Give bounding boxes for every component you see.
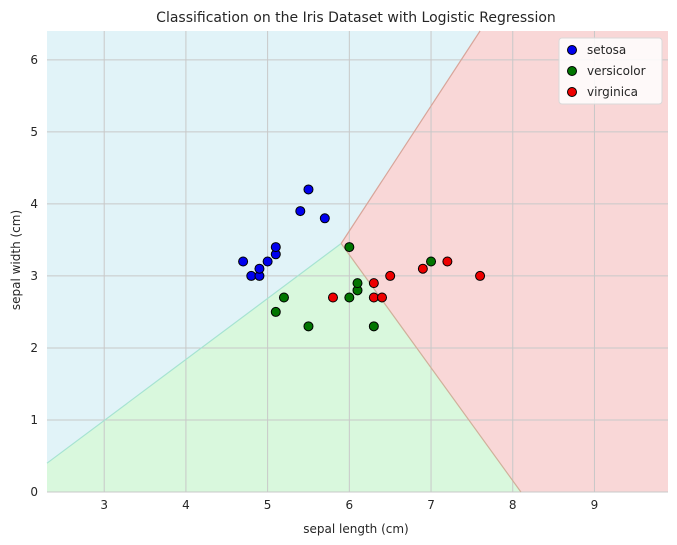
point-versicolor bbox=[278, 292, 289, 303]
x-tick-label: 8 bbox=[509, 498, 517, 512]
y-axis-label: sepal width (cm) bbox=[9, 210, 23, 310]
point-setosa bbox=[262, 256, 273, 267]
x-tick-label: 7 bbox=[427, 498, 435, 512]
decision-regions bbox=[47, 31, 668, 492]
boundary-setosa-versicolor bbox=[46, 243, 342, 464]
legend-label-virginica: virginica bbox=[587, 85, 638, 99]
point-virginica bbox=[385, 270, 396, 281]
point-virginica bbox=[442, 256, 453, 267]
boundary-setosa-virginica bbox=[340, 30, 481, 244]
y-tick-label: 6 bbox=[30, 53, 38, 67]
x-tick-label: 4 bbox=[182, 498, 190, 512]
point-virginica bbox=[368, 278, 379, 289]
legend-marker-virginica bbox=[567, 87, 577, 97]
point-setosa bbox=[238, 256, 249, 267]
point-versicolor bbox=[426, 256, 437, 267]
region-virginica bbox=[341, 31, 668, 492]
point-setosa bbox=[303, 184, 314, 195]
data-points bbox=[238, 184, 486, 332]
point-virginica bbox=[368, 292, 379, 303]
point-versicolor bbox=[344, 242, 355, 253]
tick-labels: 3 4 5 6 7 8 9 0 1 2 3 4 5 6 bbox=[30, 53, 598, 512]
y-tick-label: 0 bbox=[30, 485, 38, 499]
region-versicolor bbox=[47, 243, 521, 492]
y-tick-label: 5 bbox=[30, 125, 38, 139]
legend-label-setosa: setosa bbox=[587, 43, 626, 57]
x-tick-label: 3 bbox=[100, 498, 108, 512]
legend-box bbox=[558, 37, 663, 105]
legend-label-versicolor: versicolor bbox=[587, 64, 646, 78]
x-tick-label: 6 bbox=[346, 498, 354, 512]
x-tick-label: 9 bbox=[591, 498, 599, 512]
point-setosa bbox=[295, 206, 306, 217]
point-virginica bbox=[327, 292, 338, 303]
point-versicolor bbox=[352, 278, 363, 289]
point-setosa bbox=[246, 270, 257, 281]
point-versicolor bbox=[270, 306, 281, 317]
region-setosa bbox=[47, 31, 481, 464]
x-tick-label: 5 bbox=[264, 498, 272, 512]
point-virginica bbox=[377, 292, 388, 303]
point-versicolor bbox=[344, 292, 355, 303]
y-tick-label: 2 bbox=[30, 341, 38, 355]
x-axis-label: sepal length (cm) bbox=[303, 522, 408, 536]
legend-marker-versicolor bbox=[567, 66, 577, 76]
y-tick-label: 4 bbox=[30, 197, 38, 211]
legend-marker-setosa bbox=[567, 45, 577, 55]
point-virginica bbox=[417, 263, 428, 274]
point-versicolor bbox=[303, 321, 314, 332]
chart-title: Classification on the Iris Dataset with … bbox=[156, 10, 556, 26]
y-tick-label: 3 bbox=[30, 269, 38, 283]
point-versicolor bbox=[368, 321, 379, 332]
legend: setosa versicolor virginica bbox=[558, 37, 663, 105]
point-virginica bbox=[475, 270, 486, 281]
point-setosa bbox=[319, 213, 330, 224]
point-setosa bbox=[254, 263, 265, 274]
point-setosa bbox=[270, 242, 281, 253]
y-tick-label: 1 bbox=[30, 413, 38, 427]
